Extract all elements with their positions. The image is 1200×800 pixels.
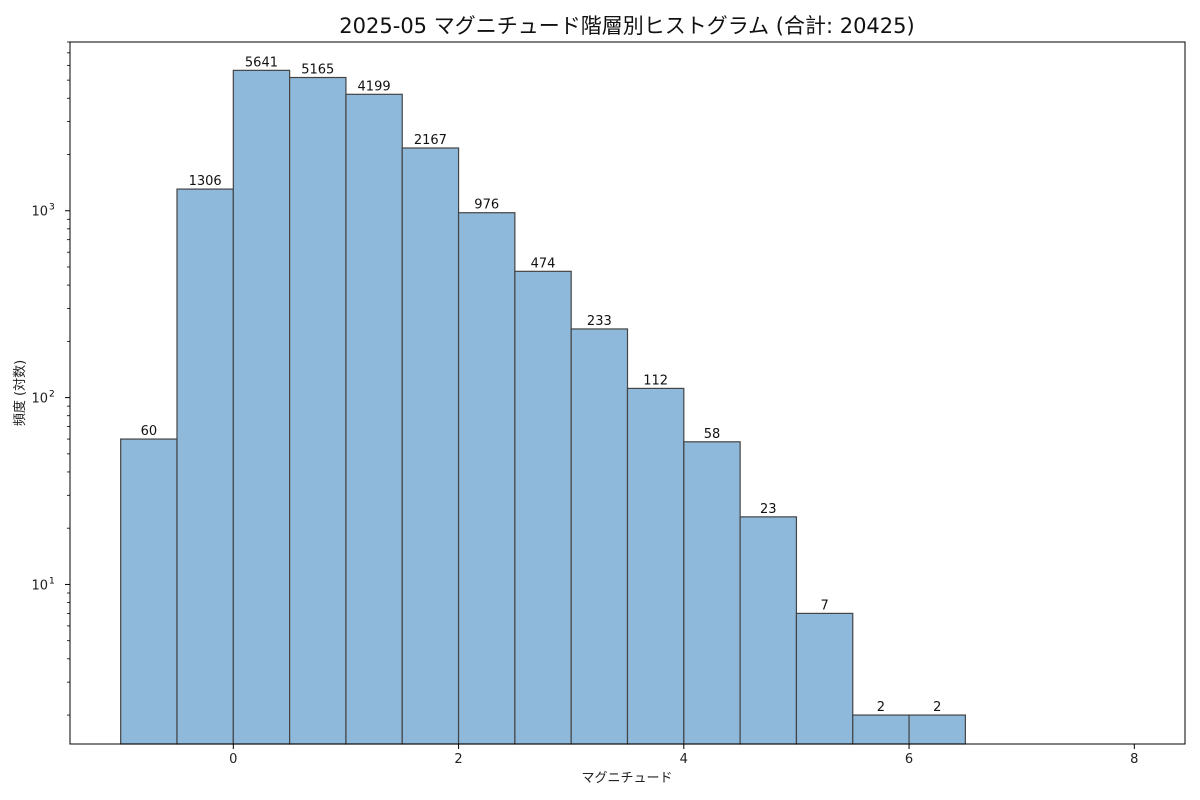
- histogram-bar: [739, 516, 798, 745]
- bar-value-label: 60: [141, 424, 158, 439]
- bar-value-label: 5165: [301, 63, 334, 78]
- histogram-bar: [626, 387, 685, 745]
- bar-value-label: 2: [877, 700, 885, 715]
- bar-value-label: 1306: [189, 174, 222, 189]
- histogram-bar: [176, 188, 234, 745]
- histogram-bar: [852, 714, 910, 745]
- bar-value-label: 23: [760, 502, 777, 517]
- bar-value-label: 58: [704, 427, 721, 442]
- bar-value-label: 5641: [245, 55, 278, 70]
- bar-value-label: 4199: [358, 79, 391, 94]
- y-tick-exponent: 3: [49, 203, 55, 213]
- histogram-bar: [514, 270, 572, 745]
- bar-value-label: 233: [587, 314, 612, 329]
- histogram-bar: [232, 69, 291, 745]
- bar-value-label: 474: [531, 256, 556, 271]
- x-tick-label: 8: [1130, 752, 1138, 767]
- histogram-bar: [120, 438, 178, 745]
- y-tick-exponent: 2: [49, 390, 55, 400]
- y-axis-label: 頻度 (対数): [12, 360, 28, 426]
- plot-frame: [69, 41, 1186, 745]
- histogram-bar: [457, 212, 516, 745]
- x-tick-label: 2: [454, 752, 462, 767]
- y-tick-label: 10: [31, 205, 48, 220]
- histogram-bar: [908, 714, 966, 745]
- x-tick-label: 0: [229, 752, 237, 767]
- histogram-bar: [570, 328, 629, 745]
- bar-value-label: 112: [643, 373, 668, 388]
- histogram-bar: [795, 612, 854, 745]
- x-axis-label: マグニチュード: [581, 771, 672, 786]
- histogram-bar: [683, 441, 741, 745]
- chart-title: 2025-05 マグニチュード階層別ヒストグラム (合計: 20425): [339, 14, 914, 38]
- x-axis-ticks: 0 2 4 6 8: [229, 744, 1138, 767]
- x-tick-label: 4: [680, 752, 688, 767]
- y-tick-exponent: 1: [49, 576, 55, 586]
- bar-value-label: 7: [820, 598, 828, 613]
- y-tick-label: 10: [31, 578, 48, 593]
- bar-value-label: 2167: [414, 133, 447, 148]
- bar-value-label: 976: [474, 198, 499, 213]
- histogram-bar: [289, 76, 347, 745]
- bars-group: [120, 69, 966, 745]
- histogram-bar: [401, 147, 460, 745]
- bar-labels-group: 60 1306 5641 5165 4199 2167 976 474 233 112 58 23 7 2…: [141, 55, 942, 715]
- histogram-bar: [345, 93, 403, 745]
- bar-value-label: 2: [933, 700, 941, 715]
- x-tick-label: 6: [905, 752, 913, 767]
- y-tick-label: 10: [31, 392, 48, 407]
